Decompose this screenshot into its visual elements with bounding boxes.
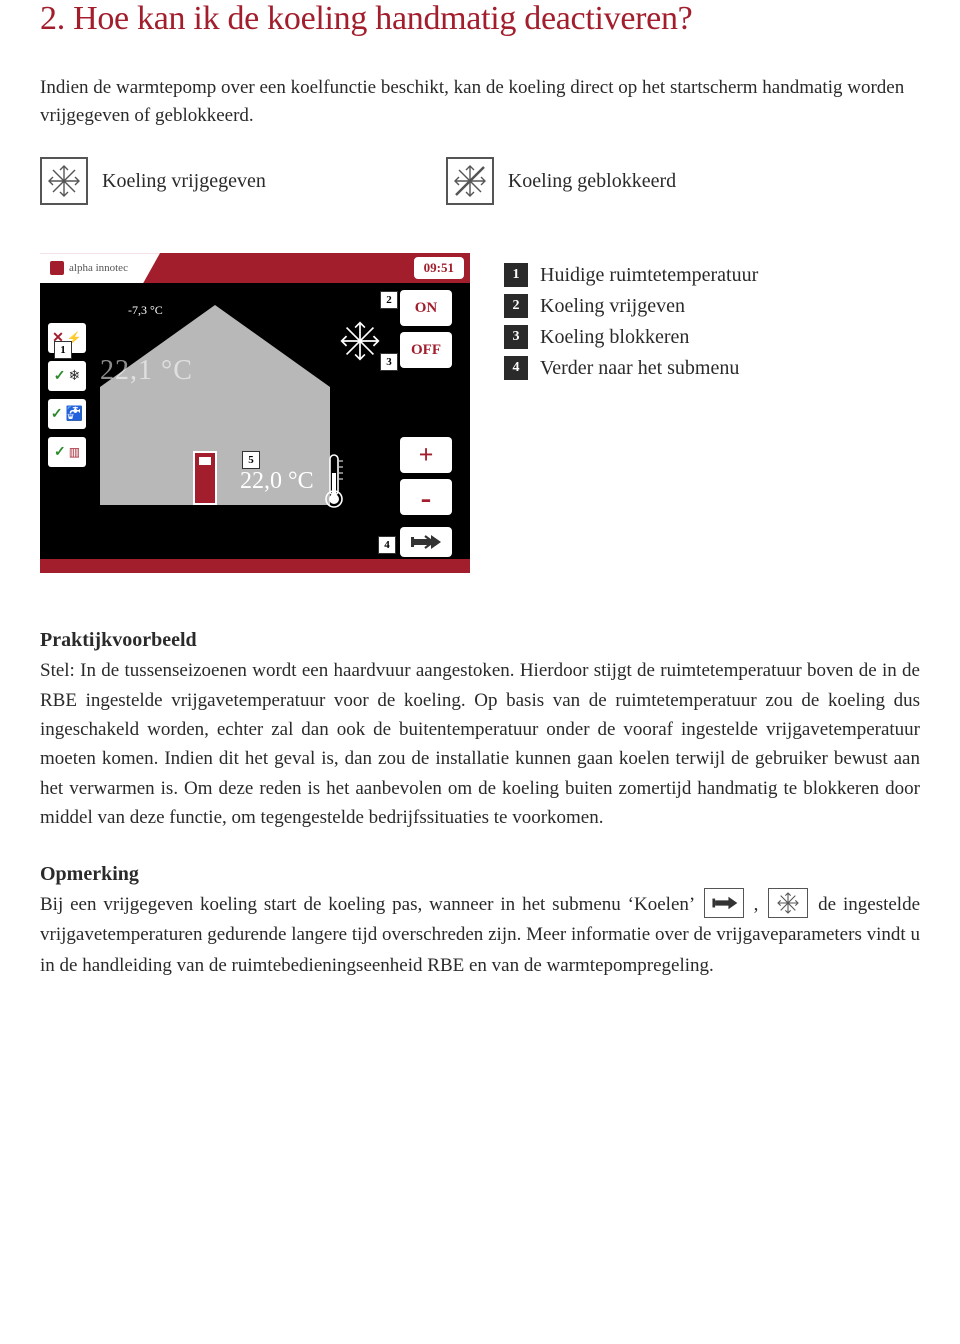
legend-item-4: 4 Verder naar het submenu	[504, 356, 758, 380]
setpoint-temperature: 22,0 °C	[240, 468, 314, 495]
note-part2: ,	[747, 894, 766, 915]
brand-badge: alpha innotec	[40, 253, 160, 283]
released-label: Koeling vrijgegeven	[102, 170, 266, 193]
legend-text-2: Koeling vrijgeven	[540, 295, 685, 318]
on-button[interactable]: ON	[400, 290, 452, 326]
example-title: Praktijkvoorbeeld	[40, 629, 920, 652]
note-title: Opmerking	[40, 863, 920, 886]
inline-snowflake-icon	[768, 888, 808, 918]
snowflake-crossed-icon	[446, 157, 494, 205]
screenshot-bottombar	[40, 559, 470, 573]
legend-num-3: 3	[504, 325, 528, 349]
legend-num-2: 2	[504, 294, 528, 318]
note-part1: Bij een vrijgegeven koeling start de koe…	[40, 894, 701, 915]
callout-1: 1	[54, 341, 72, 359]
callout-3: 3	[380, 353, 398, 371]
screenshot-topbar: alpha innotec 09:51	[40, 253, 470, 283]
legend-column: 1 Huidige ruimtetemperatuur 2 Koeling vr…	[504, 253, 758, 573]
legend-text-1: Huidige ruimtetemperatuur	[540, 264, 758, 287]
status-icon-cool[interactable]: ✓❄	[48, 361, 86, 391]
legend-item-2: 2 Koeling vrijgeven	[504, 294, 758, 318]
screenshot-body: -7,3 °C 22,1 °C ✕⚡ ✓❄ ✓🚰 ✓▥	[40, 283, 470, 559]
indoor-temperature: 22,1 °C	[100, 355, 193, 387]
inline-arrow-icon	[704, 888, 744, 918]
brand-logo-icon	[50, 261, 64, 275]
on-off-column: ON OFF	[400, 290, 452, 368]
big-snowflake-icon	[338, 319, 382, 373]
device-screenshot: alpha innotec 09:51 -7,3 °C 22,1 °C ✕⚡ ✓…	[40, 253, 470, 573]
example-body: Stel: In de tussenseizoenen wordt een ha…	[40, 656, 920, 833]
plus-minus-column: + -	[400, 437, 452, 515]
legend-num-4: 4	[504, 356, 528, 380]
note-body: Bij een vrijgegeven koeling start de koe…	[40, 890, 920, 981]
clock: 09:51	[414, 257, 464, 279]
legend-text-3: Koeling blokkeren	[540, 326, 689, 349]
cooling-blocked-item: Koeling geblokkeerd	[446, 157, 676, 205]
callout-2: 2	[380, 291, 398, 309]
cooling-released-item: Koeling vrijgegeven	[40, 157, 266, 205]
house-device-icon	[193, 451, 217, 505]
intro-paragraph: Indien de warmtepomp over een koelfuncti…	[40, 74, 920, 129]
snowflake-icon	[40, 157, 88, 205]
minus-button[interactable]: -	[400, 479, 452, 515]
brand-text: alpha innotec	[69, 262, 128, 274]
callout-5: 5	[242, 451, 260, 469]
blocked-label: Koeling geblokkeerd	[508, 170, 676, 193]
screenshot-legend-row: alpha innotec 09:51 -7,3 °C 22,1 °C ✕⚡ ✓…	[40, 253, 920, 573]
outdoor-temperature: -7,3 °C	[128, 303, 163, 318]
legend-num-1: 1	[504, 263, 528, 287]
section-heading: 2. Hoe kan ik de koeling handmatig deact…	[40, 0, 920, 38]
legend-item-1: 1 Huidige ruimtetemperatuur	[504, 263, 758, 287]
legend-text-4: Verder naar het submenu	[540, 357, 739, 380]
callout-4: 4	[378, 536, 396, 554]
legend-item-3: 3 Koeling blokkeren	[504, 325, 758, 349]
status-icon-row: Koeling vrijgegeven Koeling geblokkeerd	[40, 157, 920, 205]
thermometer-icon	[322, 453, 346, 509]
off-button[interactable]: OFF	[400, 332, 452, 368]
status-icon-rad[interactable]: ✓▥	[48, 437, 86, 467]
plus-button[interactable]: +	[400, 437, 452, 473]
status-icon-tap[interactable]: ✓🚰	[48, 399, 86, 429]
next-arrow-button[interactable]	[400, 527, 452, 557]
